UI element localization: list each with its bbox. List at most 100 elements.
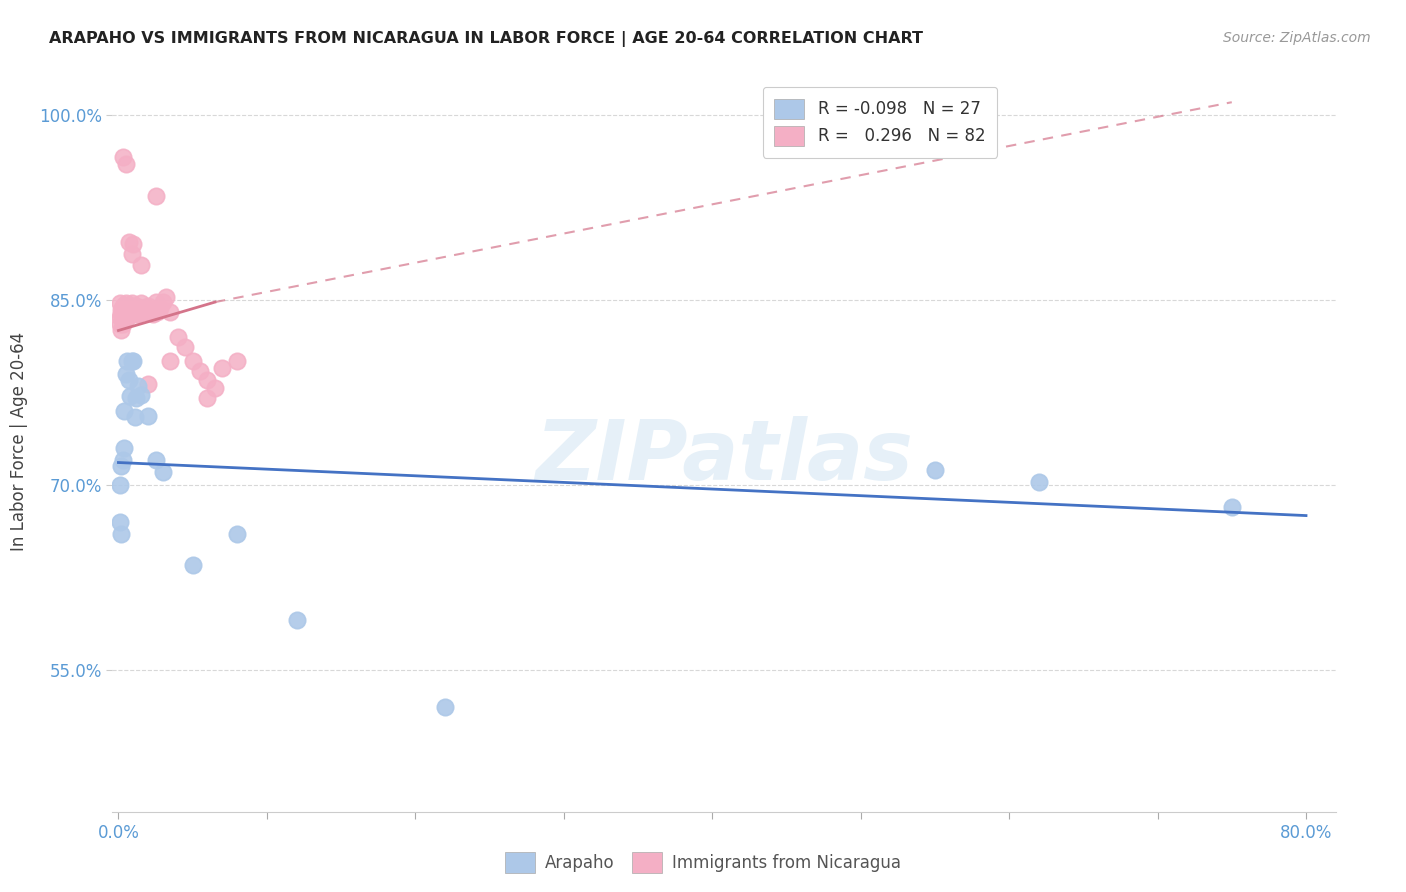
Point [121, 247, 143, 261]
Point [152, 466, 174, 480]
Point [120, 305, 142, 319]
Point [129, 387, 152, 401]
Point [122, 301, 145, 316]
Point [108, 310, 131, 324]
Text: Source: ZipAtlas.com: Source: ZipAtlas.com [1223, 31, 1371, 45]
Point [118, 373, 141, 387]
Point [118, 308, 141, 322]
Point [125, 299, 148, 313]
Point [142, 308, 165, 322]
Point [111, 453, 134, 467]
Point [110, 323, 132, 337]
Point [136, 376, 159, 391]
Point [120, 308, 142, 322]
Point [112, 305, 135, 319]
Point [111, 149, 134, 163]
Point [1220, 500, 1243, 514]
Point [136, 299, 159, 313]
Point [121, 305, 143, 319]
Point [118, 235, 141, 249]
Text: ZIPatlas: ZIPatlas [536, 416, 912, 497]
Point [120, 299, 142, 313]
Point [120, 302, 142, 317]
Point [125, 392, 148, 406]
Point [125, 305, 148, 319]
Point [115, 296, 138, 310]
Point [136, 409, 159, 423]
Y-axis label: In Labor Force | Age 20-64: In Labor Force | Age 20-64 [10, 332, 28, 551]
Point [122, 299, 145, 313]
Point [129, 296, 152, 310]
Point [155, 290, 177, 304]
Point [111, 318, 134, 332]
Point [108, 318, 131, 332]
Point [152, 295, 174, 310]
Point [124, 409, 146, 424]
Point [121, 301, 143, 316]
Point [111, 311, 134, 326]
Point [124, 305, 146, 319]
Point [112, 308, 135, 322]
Point [110, 302, 132, 317]
Point [145, 295, 167, 310]
Point [145, 453, 167, 467]
Point [226, 527, 249, 541]
Point [115, 305, 138, 319]
Legend: R = -0.098   N = 27, R =   0.296   N = 82: R = -0.098 N = 27, R = 0.296 N = 82 [763, 87, 997, 158]
Text: ARAPAHO VS IMMIGRANTS FROM NICARAGUA IN LABOR FORCE | AGE 20-64 CORRELATION CHAR: ARAPAHO VS IMMIGRANTS FROM NICARAGUA IN … [49, 31, 924, 47]
Point [1028, 475, 1050, 490]
Point [111, 299, 134, 313]
Point [112, 299, 135, 313]
Point [134, 305, 156, 319]
Point [131, 305, 153, 319]
Point [149, 301, 172, 316]
Point [110, 459, 132, 474]
Legend: Arapaho, Immigrants from Nicaragua: Arapaho, Immigrants from Nicaragua [499, 846, 907, 880]
Point [120, 305, 142, 319]
Point [121, 354, 143, 368]
Point [226, 354, 249, 368]
Point [129, 301, 152, 316]
Point [112, 441, 135, 455]
Point [132, 301, 155, 316]
Point [118, 299, 141, 313]
Point [204, 382, 226, 396]
Point [118, 305, 141, 319]
Point [120, 389, 142, 403]
Point [129, 305, 152, 319]
Point [188, 364, 211, 378]
Point [139, 302, 162, 317]
Point [110, 308, 132, 322]
Point [127, 308, 149, 322]
Point [138, 305, 160, 319]
Point [197, 373, 219, 387]
Point [112, 403, 135, 417]
Point [145, 189, 167, 203]
Point [211, 360, 233, 375]
Point [117, 299, 139, 313]
Point [115, 305, 138, 319]
Point [159, 354, 181, 368]
Point [121, 296, 143, 310]
Point [146, 305, 169, 319]
Point [181, 558, 204, 572]
Point [115, 301, 138, 316]
Point [117, 311, 139, 326]
Point [434, 699, 457, 714]
Point [159, 305, 181, 319]
Point [197, 392, 219, 406]
Point [111, 305, 134, 319]
Point [117, 354, 139, 368]
Point [128, 305, 150, 319]
Point [122, 305, 145, 319]
Point [110, 527, 132, 541]
Point [122, 305, 145, 319]
Point [118, 301, 141, 316]
Point [174, 339, 197, 353]
Point [166, 329, 188, 343]
Point [122, 237, 145, 252]
Point [127, 302, 149, 317]
Point [108, 515, 131, 529]
Point [108, 477, 131, 491]
Point [117, 301, 139, 316]
